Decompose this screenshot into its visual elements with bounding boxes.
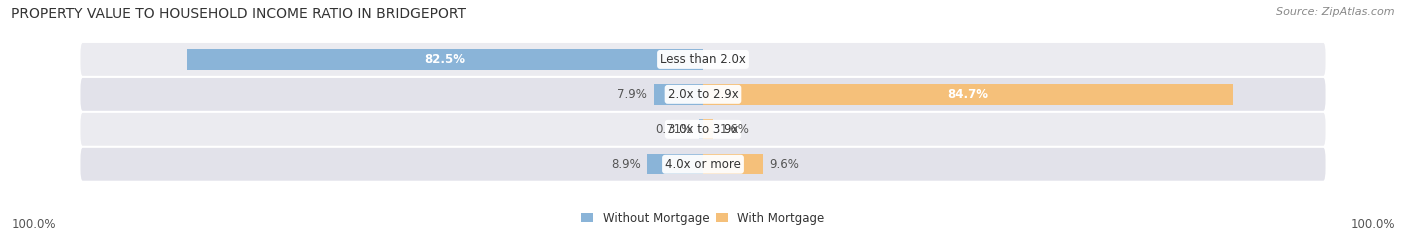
Bar <box>703 154 763 174</box>
Bar <box>187 49 703 69</box>
FancyBboxPatch shape <box>80 148 1326 181</box>
Text: Less than 2.0x: Less than 2.0x <box>659 53 747 66</box>
Text: 100.0%: 100.0% <box>1350 218 1395 231</box>
Text: 2.0x to 2.9x: 2.0x to 2.9x <box>668 88 738 101</box>
Legend: Without Mortgage, With Mortgage: Without Mortgage, With Mortgage <box>581 212 825 225</box>
Text: 9.6%: 9.6% <box>769 158 799 171</box>
Bar <box>703 119 713 139</box>
FancyBboxPatch shape <box>80 78 1326 111</box>
FancyBboxPatch shape <box>80 113 1326 146</box>
Text: 82.5%: 82.5% <box>425 53 465 66</box>
Text: 1.6%: 1.6% <box>720 123 749 136</box>
Bar <box>703 84 1233 105</box>
FancyBboxPatch shape <box>80 43 1326 76</box>
Text: 3.0x to 3.9x: 3.0x to 3.9x <box>668 123 738 136</box>
Text: 7.9%: 7.9% <box>617 88 647 101</box>
Text: 100.0%: 100.0% <box>11 218 56 231</box>
Text: PROPERTY VALUE TO HOUSEHOLD INCOME RATIO IN BRIDGEPORT: PROPERTY VALUE TO HOUSEHOLD INCOME RATIO… <box>11 7 467 21</box>
Text: 4.0x or more: 4.0x or more <box>665 158 741 171</box>
Bar <box>654 84 703 105</box>
Bar <box>699 119 703 139</box>
Text: 84.7%: 84.7% <box>948 88 988 101</box>
Text: Source: ZipAtlas.com: Source: ZipAtlas.com <box>1277 7 1395 17</box>
Text: 0.71%: 0.71% <box>655 123 692 136</box>
Bar <box>647 154 703 174</box>
Text: 8.9%: 8.9% <box>612 158 641 171</box>
